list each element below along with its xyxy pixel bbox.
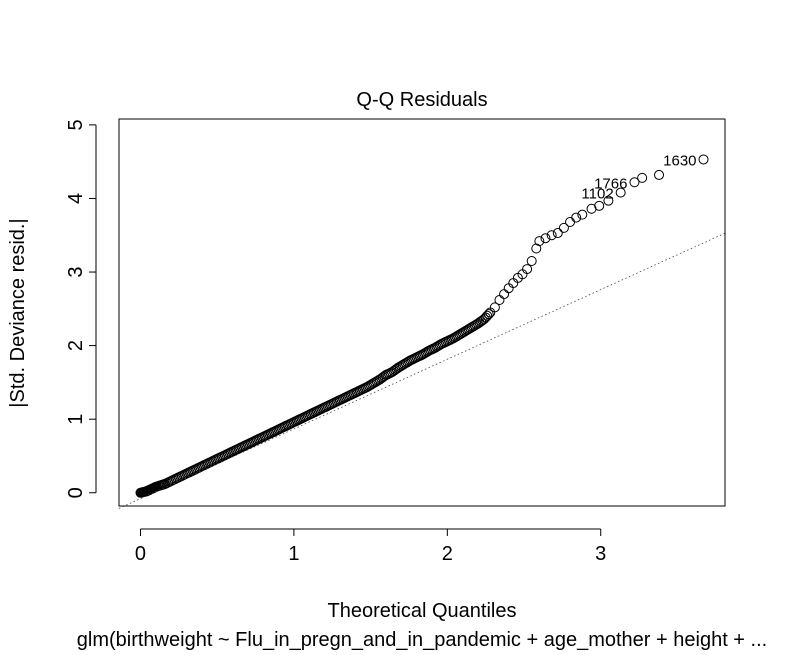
data-point: [546, 230, 557, 241]
data-point: [654, 169, 665, 180]
data-point: [615, 187, 626, 198]
point-annotation-label: 1102: [581, 186, 613, 203]
data-point: [508, 278, 519, 289]
subtitle-formula: glm(birthweight ~ Flu_in_pregn_and_in_pa…: [77, 629, 767, 651]
data-point: [629, 177, 640, 188]
x-axis-label: Theoretical Quantiles: [328, 600, 517, 622]
data-point: [483, 309, 494, 320]
data-point: [637, 172, 648, 183]
y-axis-label: |Std. Deviance resid.|: [7, 218, 29, 407]
y-tick-label: 2: [65, 340, 87, 351]
data-point: [522, 264, 533, 275]
y-tick-label: 5: [65, 119, 87, 130]
y-tick-label: 1: [65, 414, 87, 425]
reference-line: [118, 232, 726, 509]
data-point: [565, 217, 576, 228]
qq-reference-line: [118, 232, 726, 509]
data-point: [603, 195, 614, 206]
data-point: [489, 302, 500, 313]
y-tick-label: 3: [65, 266, 87, 277]
y-tick-label: 0: [65, 487, 87, 498]
data-point: [494, 294, 505, 305]
y-axis: 0 1 2 3 4 5: [65, 119, 97, 498]
data-point: [571, 212, 582, 223]
data-point: [552, 228, 563, 239]
chart-title: Q-Q Residuals: [356, 89, 487, 111]
data-point: [698, 154, 709, 165]
x-tick-label: 0: [135, 543, 146, 565]
data-point: [540, 233, 551, 244]
data-point: [577, 209, 588, 220]
data-points: [135, 154, 709, 498]
point-annotation-label: 1766: [594, 175, 627, 192]
x-tick-label: 2: [442, 543, 453, 565]
y-tick-label: 4: [65, 193, 87, 204]
data-point: [531, 243, 542, 254]
plot-frame: [118, 118, 726, 507]
data-point: [558, 222, 569, 233]
data-point: [482, 310, 493, 321]
data-point: [534, 236, 545, 247]
data-point: [503, 283, 514, 294]
data-point: [594, 200, 605, 211]
point-annotation-label: 1630: [663, 152, 696, 169]
x-tick-label: 3: [595, 543, 606, 565]
x-axis: 0 1 2 3: [135, 528, 606, 565]
x-tick-label: 1: [288, 543, 299, 565]
data-point: [526, 255, 537, 266]
data-point: [499, 289, 510, 300]
